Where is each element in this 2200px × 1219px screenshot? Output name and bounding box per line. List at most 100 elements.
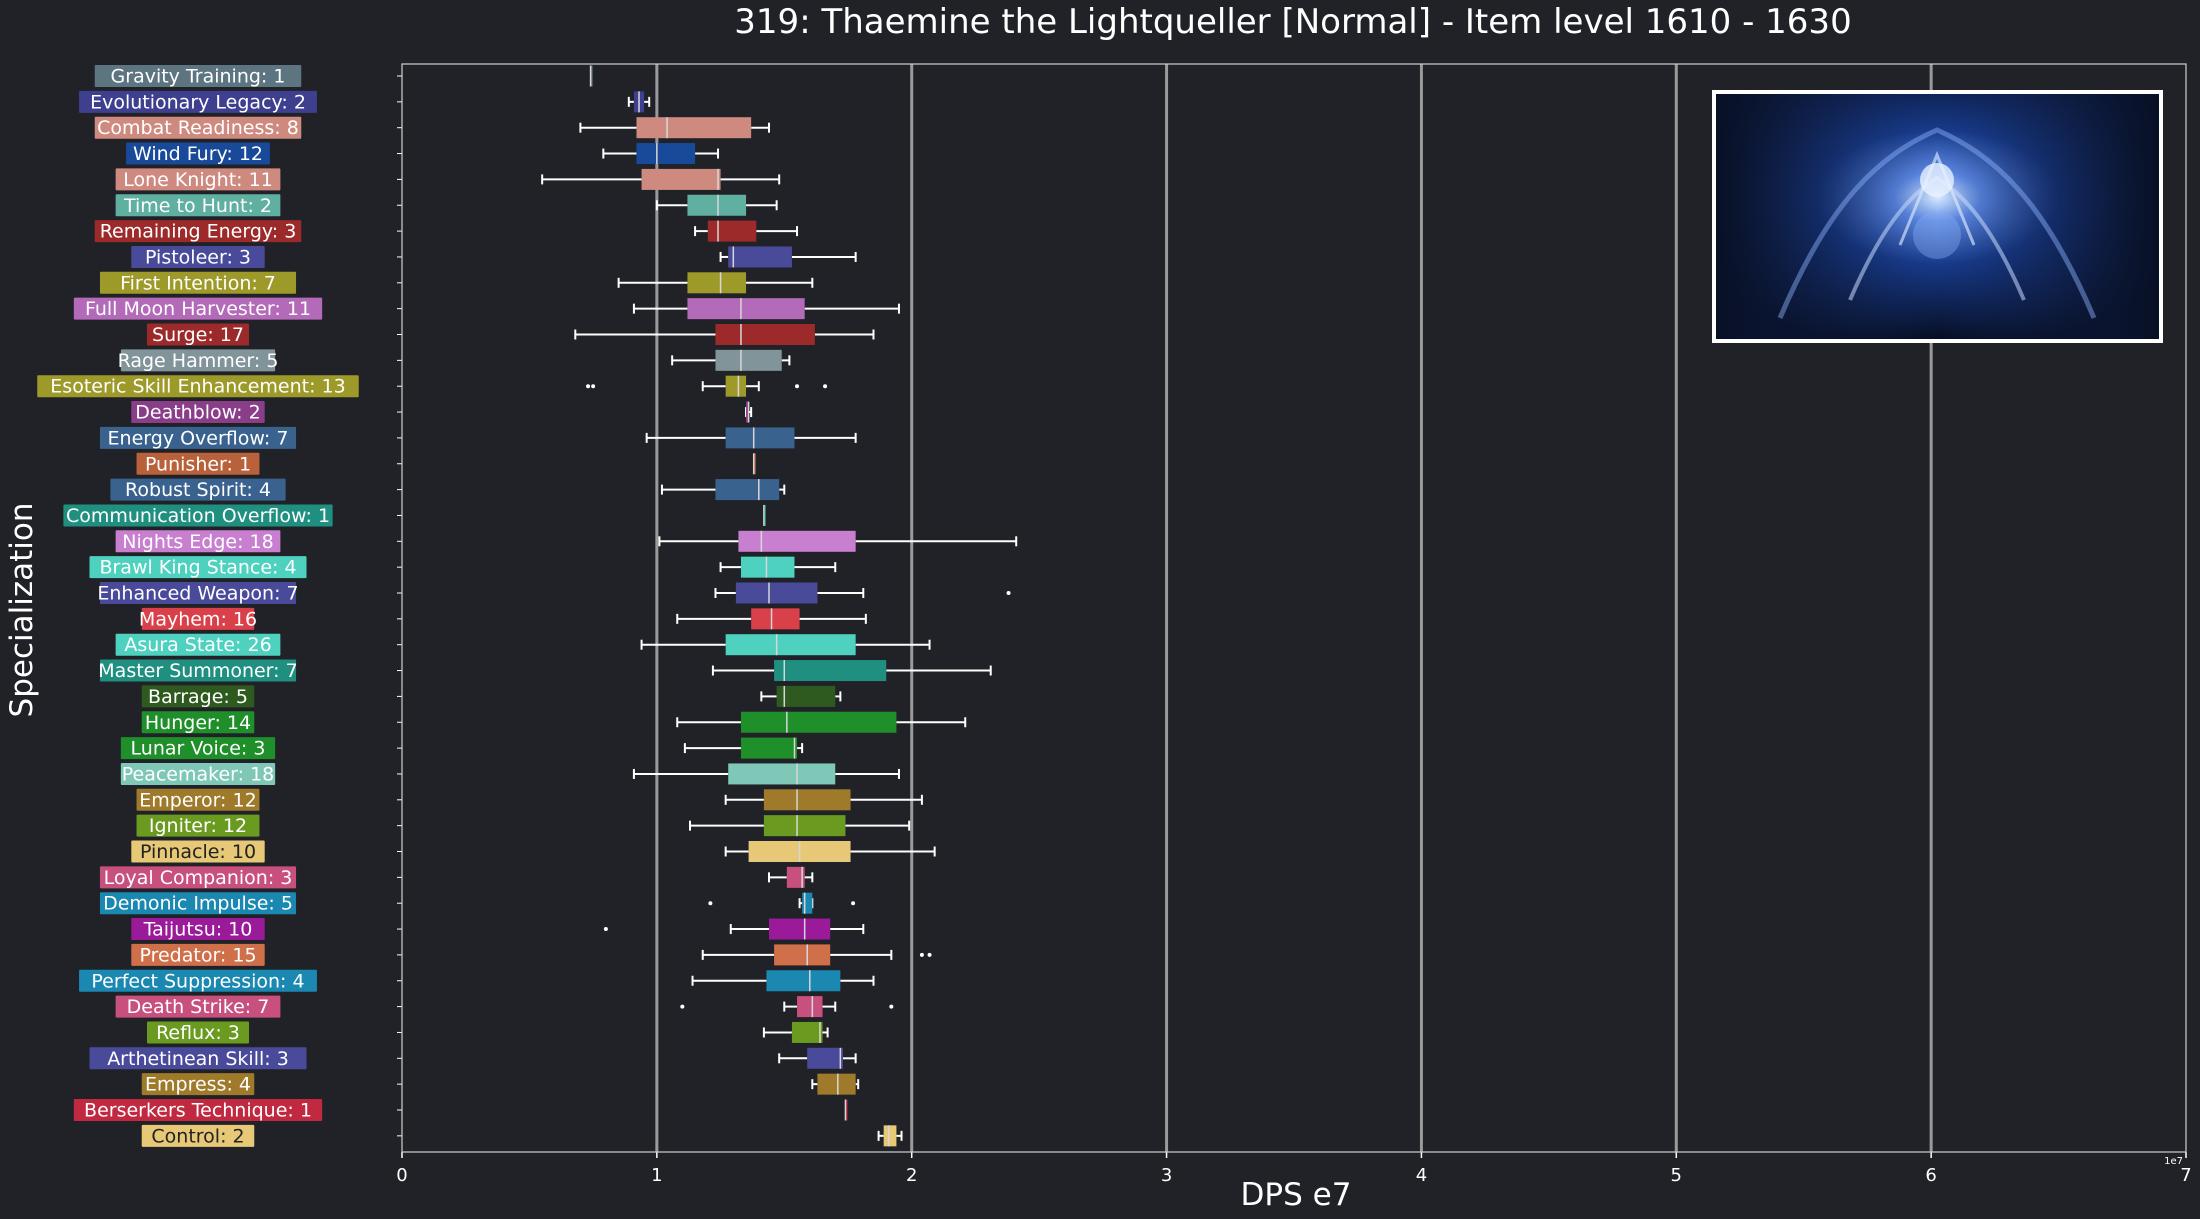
category-label-38: Arthetinean Skill: 3 xyxy=(107,1048,289,1070)
box-group-26 xyxy=(397,737,804,759)
category-label-bg-1 xyxy=(79,90,317,113)
category-label-bg-15 xyxy=(136,452,260,475)
box-15 xyxy=(753,453,756,475)
box-group-31 xyxy=(397,866,814,888)
category-label-34: Predator: 15 xyxy=(139,944,256,966)
box-group-19 xyxy=(397,556,837,578)
category-label-bg-39 xyxy=(141,1073,255,1096)
x-axis-label: DPS e7 xyxy=(1241,1177,1352,1213)
category-label-bg-38 xyxy=(89,1047,307,1070)
category-label-bg-11 xyxy=(120,349,276,372)
category-label-bg-10 xyxy=(146,323,250,346)
category-label-bg-5 xyxy=(115,194,281,217)
x-tick-label-0: 0 xyxy=(396,1165,407,1186)
category-label-bg-20 xyxy=(99,582,297,604)
x-tick-label-7: 7 xyxy=(2180,1165,2191,1186)
category-label-33: Taijutsu: 10 xyxy=(143,919,253,941)
outlier-12-2 xyxy=(795,384,800,389)
box-group-18 xyxy=(397,530,1018,552)
box-group-41 xyxy=(397,1125,903,1147)
box-group-13 xyxy=(397,401,753,423)
category-label-bg-37 xyxy=(146,1021,250,1044)
category-label-bg-3 xyxy=(126,142,270,165)
box-22 xyxy=(725,634,856,656)
box-group-12 xyxy=(397,375,828,397)
category-label-bg-25 xyxy=(141,711,255,734)
box-18 xyxy=(738,530,856,552)
box-19 xyxy=(740,556,795,578)
category-labels: Gravity Training: 1 Evolutionary Legacy: … xyxy=(37,65,359,1147)
category-label-27: Peacemaker: 18 xyxy=(122,763,275,785)
category-label-39: Empress: 4 xyxy=(145,1074,251,1096)
box-26 xyxy=(740,737,798,759)
category-label-37: Reflux: 3 xyxy=(156,1022,240,1044)
category-label-bg-36 xyxy=(115,995,281,1018)
box-27 xyxy=(728,763,836,785)
category-label-29: Igniter: 12 xyxy=(149,815,247,837)
category-label-bg-6 xyxy=(94,220,302,243)
category-label-13: Deathblow: 2 xyxy=(135,402,260,424)
box-group-34 xyxy=(397,944,932,966)
x-tick-label-2: 2 xyxy=(906,1165,917,1186)
box-0 xyxy=(590,65,593,87)
category-label-16: Robust Spirit: 4 xyxy=(125,479,271,501)
box-group-4 xyxy=(397,168,781,190)
box-32 xyxy=(802,892,813,914)
box-39 xyxy=(817,1073,856,1095)
boss-image-panel xyxy=(1712,90,2163,343)
box-group-9 xyxy=(397,298,900,320)
category-label-1: Evolutionary Legacy: 2 xyxy=(90,91,306,113)
box-group-32 xyxy=(397,892,856,914)
category-label-15: Punisher: 1 xyxy=(145,453,251,475)
box-6 xyxy=(707,220,757,242)
category-label-2: Combat Readiness: 8 xyxy=(97,117,299,139)
box-group-7 xyxy=(397,246,857,268)
box-group-38 xyxy=(397,1047,857,1069)
box-23 xyxy=(774,660,887,682)
box-group-28 xyxy=(397,789,923,811)
category-label-bg-41 xyxy=(141,1124,255,1147)
box-group-3 xyxy=(397,143,720,165)
box-41 xyxy=(883,1125,897,1147)
box-35 xyxy=(766,970,841,992)
outlier-34-1 xyxy=(927,952,932,957)
category-label-bg-14 xyxy=(99,426,297,449)
box-group-17 xyxy=(397,504,766,526)
box-28 xyxy=(763,789,851,811)
x-axis-offset-label: 1e7 xyxy=(2164,1156,2183,1167)
box-20 xyxy=(735,582,818,604)
box-36 xyxy=(797,996,823,1018)
box-12 xyxy=(725,375,747,397)
box-group-24 xyxy=(397,685,842,707)
box-31 xyxy=(786,866,805,888)
outlier-12-1 xyxy=(591,384,596,389)
category-label-40: Berserkers Technique: 1 xyxy=(84,1100,312,1122)
category-label-14: Energy Overflow: 7 xyxy=(108,427,289,449)
category-label-bg-13 xyxy=(131,401,265,424)
box-3 xyxy=(636,143,696,165)
category-label-bg-26 xyxy=(120,737,276,760)
category-label-bg-30 xyxy=(131,840,265,863)
outlier-36-0 xyxy=(680,1004,685,1009)
box-group-25 xyxy=(397,711,967,733)
category-label-28: Emperor: 12 xyxy=(139,789,256,811)
box-group-16 xyxy=(397,479,786,501)
box-group-30 xyxy=(397,841,936,862)
outlier-12-0 xyxy=(586,384,591,389)
box-16 xyxy=(715,479,780,501)
box-group-15 xyxy=(397,453,756,475)
outlier-32-0 xyxy=(708,901,713,906)
category-label-19: Brawl King Stance: 4 xyxy=(99,557,296,579)
category-label-35: Perfect Suppression: 4 xyxy=(91,970,304,992)
category-label-12: Esoteric Skill Enhancement: 13 xyxy=(50,376,345,398)
outlier-20-0 xyxy=(1006,591,1011,595)
x-tick-label-1: 1 xyxy=(651,1165,662,1186)
category-label-9: Full Moon Harvester: 11 xyxy=(85,298,311,320)
category-label-17: Communication Overflow: 1 xyxy=(66,505,330,527)
outlier-33-0 xyxy=(603,927,608,932)
box-group-14 xyxy=(397,427,857,449)
category-label-41: Control: 2 xyxy=(151,1125,244,1147)
box-4 xyxy=(641,168,721,190)
box-group-0 xyxy=(397,65,593,87)
